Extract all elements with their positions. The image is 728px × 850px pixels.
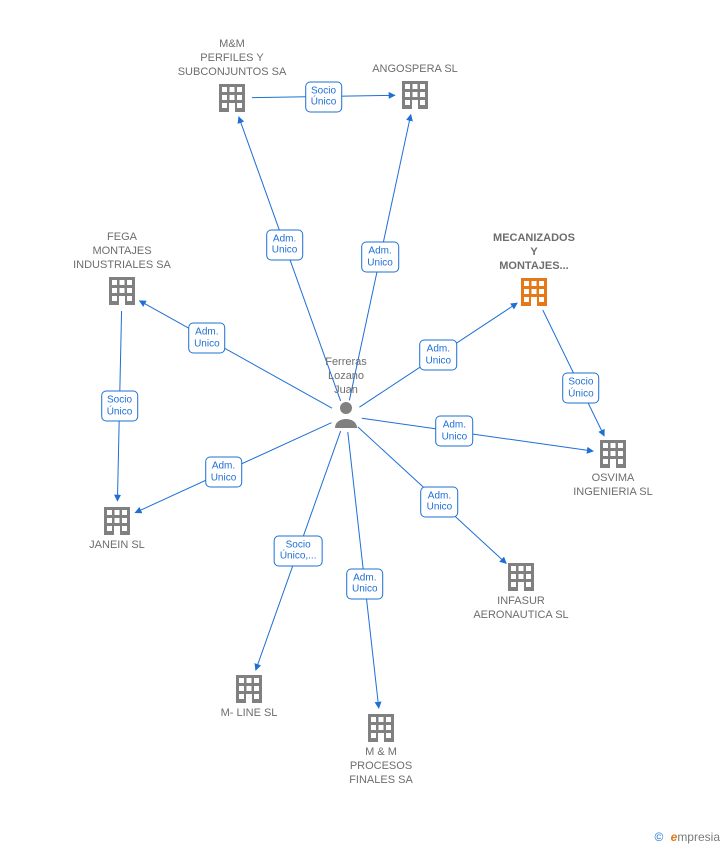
node-label-text: JANEIN SL (57, 539, 177, 553)
edge-line (362, 418, 593, 451)
company-node-fega (109, 277, 135, 305)
edge-label: Adm. Unico (266, 229, 304, 260)
company-node-jan (104, 507, 130, 535)
company-node-mmp (219, 84, 245, 112)
node-label-text: MECANIZADOS Y MONTAJES... (474, 232, 594, 273)
company-node-osv (600, 440, 626, 468)
company-node-mec (521, 278, 547, 306)
node-label-text: ANGOSPERA SL (355, 63, 475, 77)
building-icon (508, 563, 534, 591)
node-label-fega: FEGA MONTAJES INDUSTRIALES SA (62, 231, 182, 272)
person-icon (335, 402, 357, 428)
node-label-text: FEGA MONTAJES INDUSTRIALES SA (62, 231, 182, 272)
node-label-inf: INFASUR AERONAUTICA SL (461, 595, 581, 623)
node-label-text: OSVIMA INGENIERIA SL (553, 472, 673, 500)
edge-label: Adm. Unico (346, 568, 384, 599)
company-node-ang (402, 81, 428, 109)
node-label-text: INFASUR AERONAUTICA SL (461, 595, 581, 623)
edge-label: Adm. Unico (205, 457, 243, 488)
node-label-mline: M- LINE SL (189, 707, 309, 721)
diagram-canvas (0, 0, 728, 850)
building-icon (104, 507, 130, 535)
node-label-mec: MECANIZADOS Y MONTAJES... (474, 232, 594, 273)
edge-label: Socio Único (562, 373, 600, 404)
person-node-center (335, 402, 357, 428)
edge-label: Adm. Unico (421, 486, 459, 517)
company-node-mline (236, 675, 262, 703)
company-node-mmproc (368, 714, 394, 742)
node-label-osv: OSVIMA INGENIERIA SL (553, 472, 673, 500)
edge-label: Adm. Unico (436, 416, 474, 447)
node-label-mmproc: M & M PROCESOS FINALES SA (321, 746, 441, 787)
building-icon (600, 440, 626, 468)
node-label-mmp: M&M PERFILES Y SUBCONJUNTOS SA (172, 38, 292, 79)
building-icon (236, 675, 262, 703)
building-icon (109, 277, 135, 305)
node-label-text: M & M PROCESOS FINALES SA (321, 746, 441, 787)
company-node-inf (508, 563, 534, 591)
edge-label: Adm. Unico (361, 242, 399, 273)
brand-rest: mpresia (677, 830, 720, 844)
node-label-text: M- LINE SL (189, 707, 309, 721)
footer-credit: © empresia (654, 830, 720, 844)
node-label-center: Ferreras Lozano Juan (286, 356, 406, 397)
copyright-symbol: © (654, 830, 663, 844)
node-label-text: M&M PERFILES Y SUBCONJUNTOS SA (172, 38, 292, 79)
node-label-ang: ANGOSPERA SL (355, 63, 475, 77)
node-label-jan: JANEIN SL (57, 539, 177, 553)
building-icon (402, 81, 428, 109)
building-icon (368, 714, 394, 742)
edge-label: Adm. Unico (188, 323, 226, 354)
building-icon (521, 278, 547, 306)
building-icon (219, 84, 245, 112)
edge-label: Socio Único (305, 81, 343, 112)
edge-label: Socio Único (101, 391, 139, 422)
edge-label: Socio Único,... (274, 535, 323, 566)
node-label-text: Ferreras Lozano Juan (286, 356, 406, 397)
edge-label: Adm. Unico (420, 340, 458, 371)
